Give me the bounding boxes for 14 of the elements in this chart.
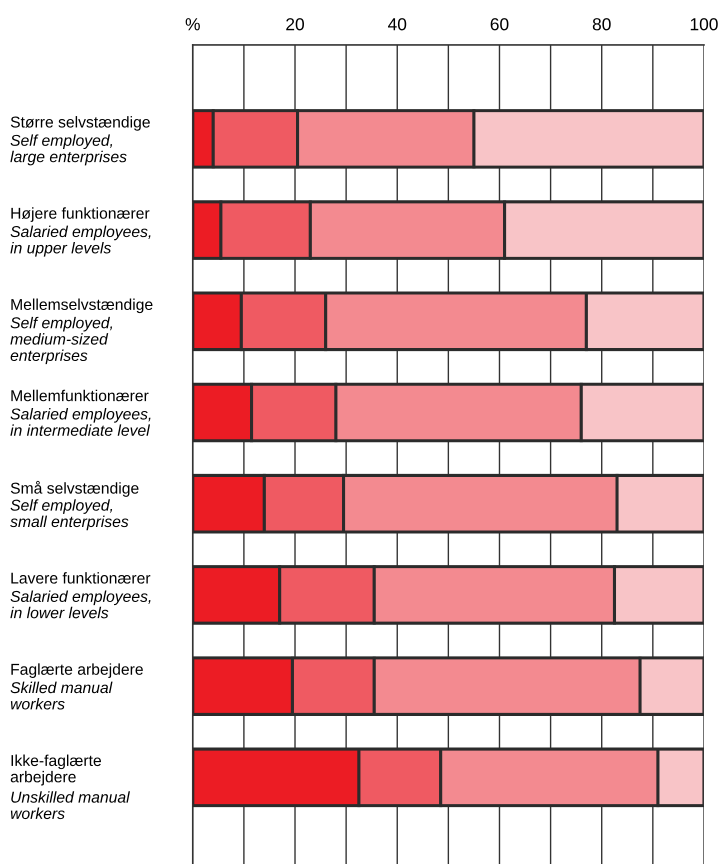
x-tick-label: 40 xyxy=(388,18,406,30)
y-tick-label: Faglærte arbejdere Skilled manual workers xyxy=(10,663,143,710)
y-tick-label: Mellemfunktionærer Salaried employees, in intermediate level xyxy=(10,390,150,436)
y-tick-label: Ikke-faglærte arbejdere Unskilled manual workers xyxy=(10,754,130,820)
y-tick-label: Små selvstændige Self employed, small enterprises xyxy=(10,480,139,530)
y-tick-label: Mellemselvstændige Self employed, medium-sized enterprises xyxy=(10,298,152,364)
y-tick-label: Lavere funktionærer Salaried employees, in lower levels xyxy=(10,572,150,618)
x-tick-label: 100 xyxy=(690,18,718,30)
y-tick-label: Højere funktionærer Salaried employees, in upper levels xyxy=(10,207,150,257)
x-tick-label: % xyxy=(186,18,200,30)
x-tick-label: 60 xyxy=(490,18,508,30)
x-tick-label: 80 xyxy=(592,18,611,30)
x-tick-label: 20 xyxy=(286,18,304,30)
y-tick-label: Større selvstændige Self employed, large enterprises xyxy=(10,116,150,166)
